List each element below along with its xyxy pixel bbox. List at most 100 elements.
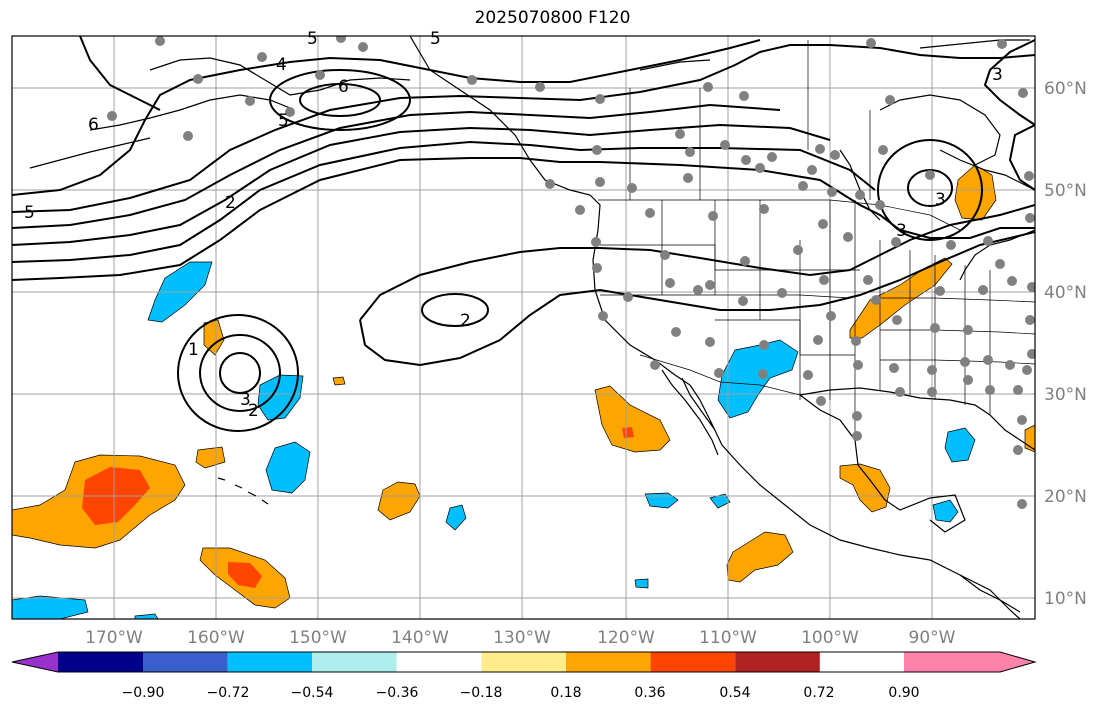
station-marker: [927, 365, 937, 375]
station-marker: [591, 237, 601, 247]
colorbar-tick-label: −0.36: [376, 685, 419, 701]
station-marker: [714, 368, 724, 378]
station-marker: [930, 323, 940, 333]
contour-label: 3: [240, 390, 251, 410]
colorbar-segment: [735, 652, 820, 672]
colorbar-tick-label: 0.90: [888, 685, 919, 701]
station-marker: [107, 111, 117, 121]
station-marker: [816, 396, 826, 406]
station-marker: [813, 335, 823, 345]
lon-label: 150°W: [289, 628, 347, 648]
station-marker: [693, 285, 703, 295]
positive-anomaly-area: [839, 463, 891, 513]
map-title: 2025070800 F120: [474, 8, 631, 28]
contour-label: 5: [307, 29, 318, 49]
colorbar-tick-label: 0.18: [550, 685, 581, 701]
station-marker: [358, 42, 368, 52]
colorbar-tick-label: −0.72: [207, 685, 250, 701]
station-marker: [741, 155, 751, 165]
lat-label: 10°N: [1044, 589, 1087, 609]
colorbar-segment: [143, 652, 228, 672]
station-marker: [777, 288, 787, 298]
station-marker: [1027, 282, 1035, 292]
colorbar-tick-label: −0.54: [291, 685, 334, 701]
contour-label: 6: [338, 77, 349, 97]
station-marker: [720, 140, 730, 150]
lon-label: 160°W: [187, 628, 245, 648]
station-marker: [1013, 385, 1023, 395]
station-marker: [853, 360, 863, 370]
station-marker: [193, 74, 203, 84]
station-marker: [985, 385, 995, 395]
station-marker: [807, 165, 817, 175]
station-marker: [535, 82, 545, 92]
station-marker: [875, 200, 885, 210]
station-marker: [758, 369, 768, 379]
colorbar-extend-min: [12, 652, 58, 672]
station-marker: [819, 275, 829, 285]
station-marker: [245, 96, 255, 106]
longitude-labels: 170°W 160°W 150°W 140°W 130°W 120°W 110°…: [85, 628, 956, 648]
station-marker: [1022, 365, 1032, 375]
station-marker: [960, 357, 970, 367]
station-marker: [1017, 415, 1027, 425]
station-marker: [705, 280, 715, 290]
station-marker: [592, 263, 602, 273]
station-marker: [895, 387, 905, 397]
station-marker: [703, 82, 713, 92]
lat-label: 60°N: [1044, 79, 1087, 99]
station-marker: [927, 387, 937, 397]
contour-label: 2: [460, 311, 471, 331]
negative-anomaly-area: [932, 499, 959, 523]
contour-label: 2: [248, 401, 259, 421]
station-marker: [935, 286, 945, 296]
station-marker: [740, 256, 750, 266]
colorbar-segment: [396, 652, 482, 672]
station-marker: [685, 147, 695, 157]
contour-label: 3: [935, 190, 946, 210]
station-marker: [708, 211, 718, 221]
colorbar-tick-label: 0.36: [634, 685, 665, 701]
lat-label: 50°N: [1044, 181, 1087, 201]
contour-label: 2: [225, 193, 236, 213]
station-marker: [827, 187, 837, 197]
positive-anomaly-area: [377, 481, 421, 521]
lat-label: 40°N: [1044, 283, 1087, 303]
station-marker: [815, 144, 825, 154]
colorbar-tick-label: −0.90: [122, 685, 165, 701]
contour-label: 5: [24, 203, 35, 223]
station-marker: [963, 325, 973, 335]
lon-label: 130°W: [493, 628, 551, 648]
station-marker: [852, 431, 862, 441]
negative-anomaly-area: [717, 339, 799, 419]
station-marker: [798, 181, 808, 191]
contour-label: 3: [992, 65, 1003, 85]
station-marker: [739, 91, 749, 101]
colorbar-ticks: −0.90 −0.72 −0.54 −0.36 −0.18 0.18 0.36 …: [122, 685, 920, 701]
station-marker: [978, 285, 988, 295]
station-markers: [107, 36, 1035, 509]
station-marker: [885, 95, 895, 105]
station-marker: [1027, 349, 1035, 359]
latitude-labels: 60°N 50°N 40°N 30°N 20°N 10°N: [1044, 79, 1087, 609]
anomaly-shading: [12, 164, 1035, 619]
map-frame: [11, 35, 1036, 620]
station-marker: [946, 240, 956, 250]
map-background: [12, 36, 1035, 619]
lon-label: 110°W: [699, 628, 757, 648]
lat-label: 20°N: [1044, 487, 1087, 507]
station-marker: [759, 204, 769, 214]
colorbar-segment: [650, 652, 736, 672]
colorbar-extend-max: [1000, 652, 1035, 672]
station-marker: [257, 52, 267, 62]
station-marker: [826, 311, 836, 321]
station-marker: [705, 337, 715, 347]
colorbar-segment: [58, 652, 143, 672]
colorbar-segment: [904, 652, 1000, 672]
lon-label: 120°W: [597, 628, 655, 648]
station-marker: [650, 360, 660, 370]
negative-anomaly-area: [709, 493, 731, 509]
station-marker: [1007, 276, 1017, 286]
negative-anomaly-area: [257, 374, 304, 421]
